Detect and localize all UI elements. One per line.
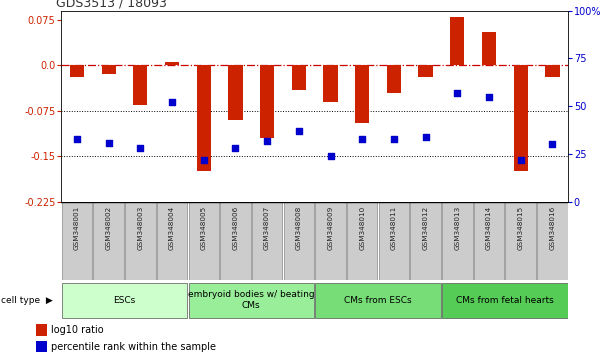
Point [72,136,82,142]
Bar [284,202,314,280]
Bar [252,202,282,280]
Text: GSM348011: GSM348011 [391,206,397,250]
Text: GSM348005: GSM348005 [201,206,207,250]
Bar [260,65,274,138]
Point [104,140,114,145]
Bar [442,282,568,318]
Text: CMs from ESCs: CMs from ESCs [344,296,412,304]
Text: CMs from fetal hearts: CMs from fetal hearts [456,296,554,304]
Bar [379,202,409,280]
Point [421,134,431,139]
Bar [419,65,433,78]
Text: GSM348016: GSM348016 [549,206,555,250]
Text: GSM348013: GSM348013 [455,206,460,250]
Bar [505,202,536,280]
Text: GSM348014: GSM348014 [486,206,492,250]
Text: GSM348009: GSM348009 [327,206,334,250]
Point [516,157,525,162]
Text: GSM348006: GSM348006 [232,206,238,250]
Bar [474,202,504,280]
Point [389,136,399,142]
Text: embryoid bodies w/ beating
CMs: embryoid bodies w/ beating CMs [188,290,315,310]
Bar [545,65,560,78]
Bar [291,65,306,90]
Point [262,138,272,143]
Point [230,145,240,151]
Text: GSM348001: GSM348001 [74,206,80,250]
Bar [514,65,528,171]
Bar [197,65,211,171]
Bar [93,202,124,280]
Text: cell type  ▶: cell type ▶ [1,296,53,304]
Text: log10 ratio: log10 ratio [51,325,104,335]
Bar [482,32,496,65]
Point [199,157,208,162]
Text: GSM348008: GSM348008 [296,206,302,250]
Bar [157,202,187,280]
Bar [355,65,369,123]
Point [484,94,494,99]
Text: GSM348003: GSM348003 [137,206,144,250]
Bar [101,65,115,74]
Point [547,142,557,147]
Text: GSM348007: GSM348007 [264,206,270,250]
Bar [220,202,251,280]
Point [326,153,335,159]
Bar [189,282,314,318]
Point [167,99,177,105]
Text: GSM348004: GSM348004 [169,206,175,250]
Bar [315,282,441,318]
Bar [537,202,568,280]
Bar [229,65,243,120]
Point [452,90,462,96]
Bar [70,65,84,78]
Text: percentile rank within the sample: percentile rank within the sample [51,342,216,352]
Bar [347,202,378,280]
Bar [189,202,219,280]
Bar [125,202,156,280]
Bar [37,341,47,352]
Text: GSM348010: GSM348010 [359,206,365,250]
Point [136,145,145,151]
Point [294,128,304,134]
Bar [62,202,92,280]
Text: ESCs: ESCs [114,296,136,304]
Text: GSM348012: GSM348012 [423,206,428,250]
Point [357,136,367,142]
Bar [411,202,441,280]
Bar [387,65,401,92]
Bar [62,282,187,318]
Bar [442,202,472,280]
Bar [315,202,346,280]
Text: GSM348002: GSM348002 [106,206,112,250]
Bar [323,65,338,102]
Bar [450,17,464,65]
Text: GDS3513 / 18093: GDS3513 / 18093 [56,0,167,10]
Text: GSM348015: GSM348015 [518,206,524,250]
Bar [133,65,147,105]
Bar [165,62,179,65]
Bar [37,324,47,336]
